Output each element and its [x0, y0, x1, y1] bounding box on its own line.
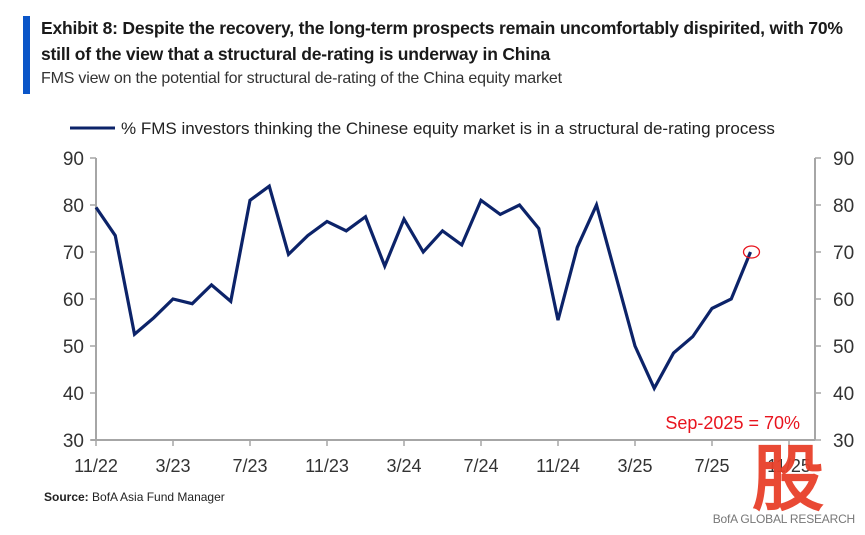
source-text: BofA Asia Fund Manager [88, 490, 225, 504]
y-tick-label-left: 40 [63, 384, 84, 405]
highlight-circle [742, 245, 761, 259]
x-tick-label: 11/25 [767, 456, 811, 476]
x-tick-label: 11/22 [74, 456, 118, 476]
x-tick-label: 3/24 [386, 456, 421, 476]
exhibit-subtitle: FMS view on the potential for structural… [41, 70, 562, 87]
x-tick-label: 3/23 [155, 456, 190, 476]
ticks: 30 40 50 60 70 80 90 30 40 50 60 70 80 90 11/22 3/23 7/2… [63, 149, 854, 476]
x-tick-label: 11/23 [305, 456, 349, 476]
y-tick-label-left: 50 [63, 337, 84, 358]
y-tick-label-right: 40 [833, 384, 854, 405]
watermark-glyph: 股 [752, 437, 825, 521]
series [94, 183, 752, 392]
x-tick-label: 11/24 [536, 456, 580, 476]
y-tick-label-left: 60 [63, 290, 84, 311]
y-tick-label-right: 90 [833, 149, 854, 170]
y-tick-label-right: 30 [833, 431, 854, 452]
legend-label: % FMS investors thinking the Chinese equ… [121, 119, 775, 138]
x-tick-label: 7/24 [463, 456, 498, 476]
y-tick-label-left: 80 [63, 196, 84, 217]
legend: % FMS investors thinking the Chinese equ… [70, 119, 775, 138]
x-tick-label: 3/25 [617, 456, 652, 476]
y-tick-label-right: 80 [833, 196, 854, 217]
y-tick-label-right: 60 [833, 290, 854, 311]
source-note: Source: BofA Asia Fund Manager [44, 490, 225, 504]
source-label: Source: [44, 490, 89, 504]
y-tick-label-right: 70 [833, 243, 854, 264]
annotation-label: Sep-2025 = 70% [665, 413, 800, 433]
x-tick-label: 7/25 [694, 456, 729, 476]
title-accent-bar [23, 16, 30, 94]
exhibit-title: Exhibit 8: Despite the recovery, the lon… [41, 18, 843, 64]
brand-label: BofA GLOBAL RESEARCH [712, 512, 855, 526]
x-tick-label: 7/23 [232, 456, 267, 476]
annotations: Sep-2025 = 70% [665, 245, 800, 433]
y-tick-label-left: 90 [63, 149, 84, 170]
y-tick-label-left: 30 [63, 431, 84, 452]
y-tick-label-left: 70 [63, 243, 84, 264]
axes [91, 158, 816, 441]
series-line [94, 183, 752, 392]
y-tick-label-right: 50 [833, 337, 854, 358]
